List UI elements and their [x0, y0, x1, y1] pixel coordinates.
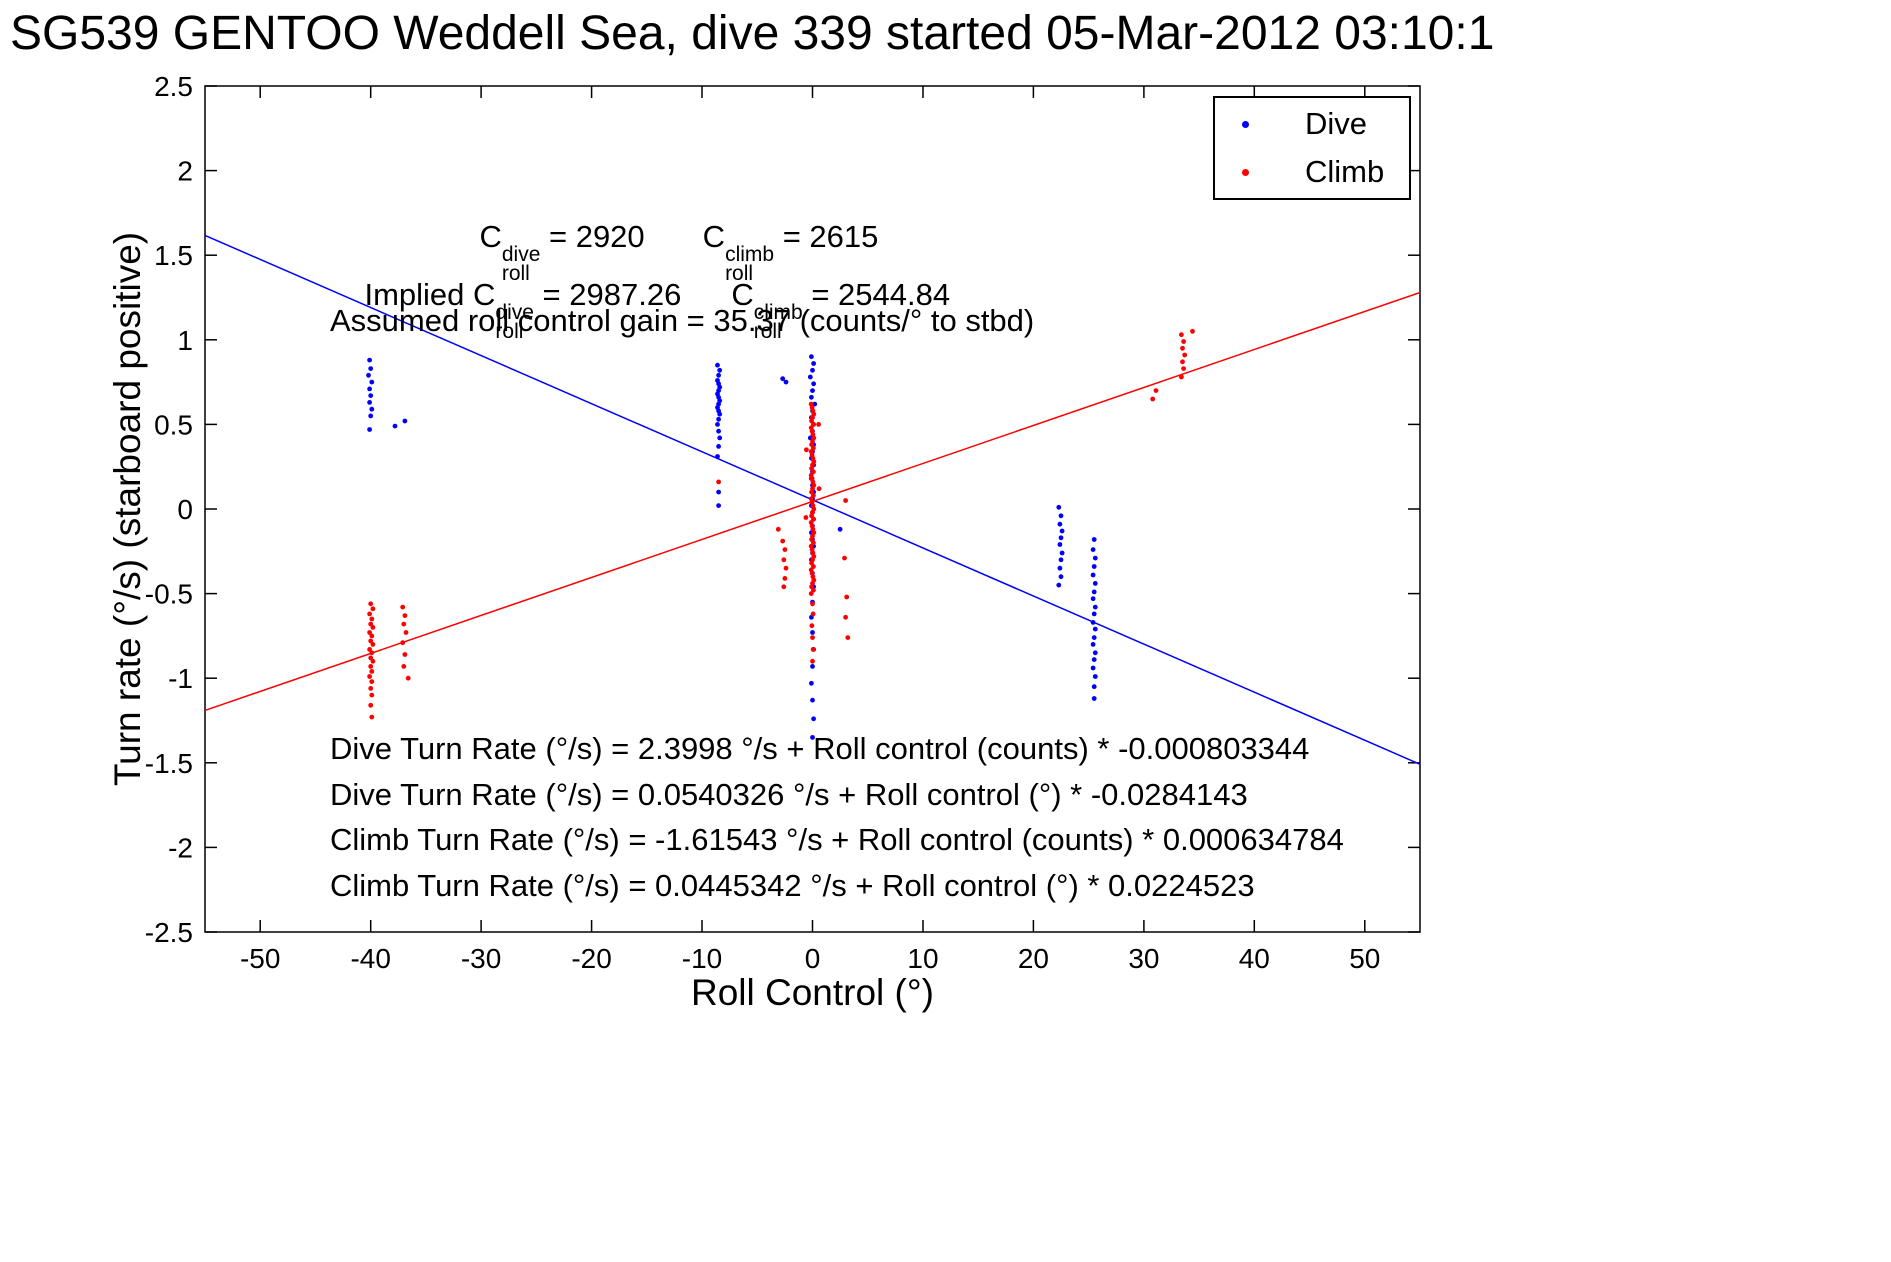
croll-supsub: climb roll	[753, 301, 803, 343]
svg-text:50: 50	[1349, 943, 1380, 974]
legend-item-dive: Dive	[1215, 100, 1409, 148]
croll-supsub: climb roll	[725, 243, 775, 285]
plot-title: SG539 GENTOO Weddell Sea, dive 339 start…	[10, 7, 1495, 60]
legend-label-climb: Climb	[1305, 154, 1385, 189]
annotation-dive-fit-degrees: Dive Turn Rate (°/s) = 0.0540326 °/s + R…	[330, 777, 1248, 812]
croll-symbol: C	[479, 219, 502, 254]
svg-text:40: 40	[1239, 943, 1270, 974]
croll-supsub: dive roll	[495, 301, 534, 343]
croll-symbol: C	[473, 277, 496, 312]
annotation-dive-fit-counts: Dive Turn Rate (°/s) = 2.3998 °/s + Roll…	[330, 731, 1310, 766]
svg-text:-40: -40	[350, 943, 390, 974]
svg-text:2: 2	[177, 156, 193, 187]
svg-text:1.5: 1.5	[154, 240, 193, 271]
svg-text:30: 30	[1128, 943, 1159, 974]
annotation-climb-fit-counts: Climb Turn Rate (°/s) = -1.61543 °/s + R…	[330, 822, 1344, 857]
svg-text:20: 20	[1018, 943, 1049, 974]
croll-symbol: C	[731, 277, 754, 312]
dive-points	[366, 354, 1098, 740]
annotation-climb-fit-degrees: Climb Turn Rate (°/s) = 0.0445342 °/s + …	[330, 868, 1255, 903]
svg-text:2.5: 2.5	[154, 71, 193, 102]
svg-text:-30: -30	[461, 943, 501, 974]
legend: Dive Climb	[1213, 96, 1411, 200]
svg-text:-2.5: -2.5	[145, 917, 193, 948]
svg-text:-50: -50	[240, 943, 280, 974]
svg-text:-1.5: -1.5	[145, 748, 193, 779]
svg-text:1: 1	[177, 325, 193, 356]
climb-points	[367, 328, 1195, 720]
svg-text:-2: -2	[168, 832, 193, 863]
y-axis-ticks	[205, 85, 1420, 933]
svg-text:0: 0	[177, 494, 193, 525]
x-axis-ticks	[259, 86, 1366, 932]
dive-marker-icon	[1242, 120, 1249, 128]
legend-item-climb: Climb	[1215, 148, 1409, 196]
svg-text:-20: -20	[571, 943, 611, 974]
climb-marker-icon	[1242, 168, 1249, 176]
svg-text:0: 0	[805, 943, 821, 974]
svg-text:10: 10	[907, 943, 938, 974]
legend-label-dive: Dive	[1305, 106, 1368, 141]
y-axis-label: Turn rate (°/s) (starboard positive)	[107, 231, 148, 787]
svg-text:-0.5: -0.5	[145, 579, 193, 610]
croll-supsub: dive roll	[501, 243, 541, 285]
svg-text:-10: -10	[682, 943, 722, 974]
svg-text:0.5: 0.5	[154, 409, 193, 440]
annotation-roll-gain: Assumed roll control gain = 35.37 (count…	[330, 303, 1035, 338]
x-tick-labels: -50 -40 -30 -20 -10 0 10 20 30 40 50	[240, 943, 1380, 974]
x-axis-label: Roll Control (°)	[690, 972, 934, 1013]
svg-text:-1: -1	[168, 663, 193, 694]
croll-symbol: C	[702, 219, 726, 254]
y-tick-labels: -2.5 -2 -1.5 -1 -0.5 0 0.5 1 1.5 2 2.5	[145, 71, 193, 948]
